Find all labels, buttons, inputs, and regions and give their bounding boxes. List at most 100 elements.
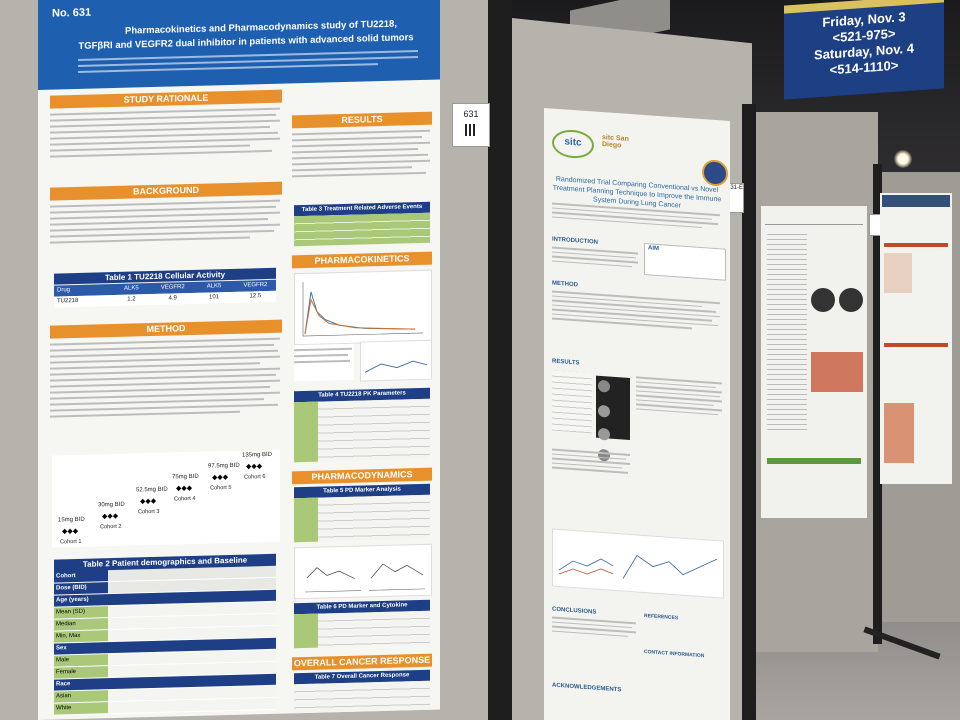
text-line xyxy=(292,141,430,148)
dose-escalation-figure: 15mg BID ◆◆◆ Cohort 1 30mg BID ◆◆◆ Cohor… xyxy=(52,449,280,548)
table2: Cohort Dose (BID) Age (years) Mean (SD) … xyxy=(54,565,276,720)
tag-number: 631 xyxy=(463,109,479,119)
text-line xyxy=(292,166,412,172)
table1-cell: 12.5 xyxy=(249,293,262,300)
table2-row-label: Female xyxy=(54,666,108,679)
dose-marker: ◆◆◆ xyxy=(246,463,263,471)
table1-cell: 1.2 xyxy=(127,296,136,303)
pd-figure xyxy=(294,543,432,600)
table1-cell: 101 xyxy=(209,294,220,301)
table1-cell: TU2218 xyxy=(57,297,79,305)
text-line xyxy=(294,353,348,358)
cohort-label: Cohort 1 xyxy=(60,538,82,546)
dose-marker: ◆◆◆ xyxy=(212,474,229,482)
conclusions-text xyxy=(552,616,638,641)
table6 xyxy=(294,610,430,649)
session-sign: Friday, Nov. 3 <521-975> Saturday, Nov. … xyxy=(784,0,944,100)
text-line xyxy=(292,171,426,178)
section-pharmacodynamics: PHARMACODYNAMICS xyxy=(292,467,432,485)
poster3-image xyxy=(811,288,835,312)
scan-images xyxy=(596,375,630,462)
table2-row-label: White xyxy=(54,702,108,715)
poster3-text xyxy=(767,230,807,430)
poster-tu2218: No. 631 Pharmacokinetics and Pharmacodyn… xyxy=(38,0,440,720)
method-text xyxy=(50,337,282,454)
table2-row-label: Min, Max xyxy=(54,630,108,643)
poster-number: No. 631 xyxy=(52,6,92,20)
table1: Drug ALK5 VEGFR2 ALK5 VEGFR2 TU2218 1.2 … xyxy=(54,279,276,310)
poster2-section: RESULTS xyxy=(552,358,580,367)
poster3-bar xyxy=(767,458,861,464)
results-table xyxy=(552,370,592,434)
pd-chart xyxy=(305,563,425,593)
qr-code xyxy=(465,124,477,136)
cohort-label: Cohort 3 xyxy=(138,508,160,516)
section-results: RESULTS xyxy=(292,111,432,129)
poster4-header xyxy=(882,195,950,207)
poster2-section: ACKNOWLEDGEMENTS xyxy=(552,682,622,694)
poster4-section-bar xyxy=(884,343,948,347)
pk-curve-2 xyxy=(364,360,428,373)
results-text-2 xyxy=(552,448,632,535)
text-line xyxy=(292,159,430,166)
section-background: BACKGROUND xyxy=(50,181,282,201)
table2-row-label: Sex xyxy=(54,642,108,655)
cohort-label: Cohort 2 xyxy=(100,523,122,531)
table4-label-column xyxy=(294,401,318,463)
poster-sitc: sitc sitc San Diego Randomized Trial Com… xyxy=(544,108,730,720)
text-line xyxy=(294,359,350,364)
poster3-header xyxy=(765,210,863,225)
table6-label-column xyxy=(294,613,318,649)
poster4-section-bar xyxy=(884,243,948,247)
dose-label: 97.5mg BID xyxy=(208,462,240,470)
rationale-text xyxy=(50,107,282,184)
section-study-rationale: STUDY RATIONALE xyxy=(50,89,282,109)
table5 xyxy=(294,494,430,543)
board-post xyxy=(488,0,512,720)
results-text xyxy=(292,129,432,204)
poster-right-1 xyxy=(761,206,867,518)
poster3-chart xyxy=(811,352,863,392)
section-pharmacokinetics: PHARMACOKINETICS xyxy=(292,251,432,269)
table2-row-label: Cohort xyxy=(54,570,108,583)
method-text xyxy=(552,290,722,334)
sitc-logo: sitc xyxy=(552,128,594,160)
line-charts xyxy=(558,554,718,579)
table5-label-column xyxy=(294,497,318,543)
pk-caption xyxy=(294,343,354,382)
poster2-section: CONCLUSIONS xyxy=(552,606,597,616)
table2-row-label: Dose (BID) xyxy=(54,582,108,595)
text-line xyxy=(50,236,250,244)
dose-label: 15mg BID xyxy=(58,516,85,524)
table2-row-label: Age (years) xyxy=(54,594,108,607)
poster-header: No. 631 Pharmacokinetics and Pharmacodyn… xyxy=(38,0,440,91)
text-line xyxy=(292,135,422,142)
poster4-chart xyxy=(884,403,914,463)
text-line xyxy=(50,410,240,418)
text-line xyxy=(294,347,352,352)
dose-marker: ◆◆◆ xyxy=(176,484,193,493)
results-charts xyxy=(552,528,724,599)
pk-curve xyxy=(302,282,423,337)
pk-figure xyxy=(294,269,432,346)
sitc-san-diego-logo: sitc San Diego xyxy=(602,134,629,150)
table7 xyxy=(294,680,430,714)
table3 xyxy=(294,212,430,247)
scan-image xyxy=(598,404,610,418)
dose-label: 30mg BID xyxy=(98,501,125,509)
poster2-section: INTRODUCTION xyxy=(552,236,598,246)
board-post xyxy=(873,164,882,644)
intro-text xyxy=(552,246,640,271)
table2-row-label: Median xyxy=(54,618,108,631)
dose-marker: ◆◆◆ xyxy=(140,497,157,506)
board-post xyxy=(742,104,756,720)
dose-marker: ◆◆◆ xyxy=(62,527,79,536)
cohort-label: Cohort 5 xyxy=(210,484,232,492)
cohort-label: Cohort 6 xyxy=(244,474,266,481)
poster-right-2 xyxy=(880,193,952,484)
text-line xyxy=(292,153,428,160)
text-line xyxy=(292,129,430,136)
pk-figure-2 xyxy=(360,339,432,382)
poster2-section: REFERENCES xyxy=(644,612,679,622)
poster2-section: CONTACT INFORMATION xyxy=(644,648,705,660)
